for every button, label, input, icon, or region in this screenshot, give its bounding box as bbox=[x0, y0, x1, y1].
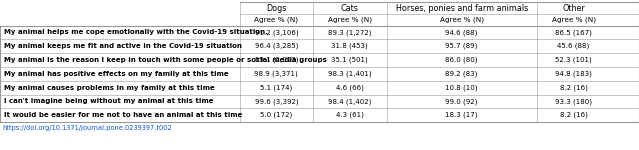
Text: Cats: Cats bbox=[341, 4, 358, 13]
Text: 5.1 (174): 5.1 (174) bbox=[260, 84, 293, 91]
Text: 4.6 (66): 4.6 (66) bbox=[336, 84, 364, 91]
Text: Agree % (N): Agree % (N) bbox=[551, 16, 596, 23]
Text: 59.1 (2,013): 59.1 (2,013) bbox=[254, 57, 298, 63]
Text: My animal keeps me fit and active in the Covid-19 situation: My animal keeps me fit and active in the… bbox=[4, 43, 242, 49]
Text: 99.0 (92): 99.0 (92) bbox=[445, 98, 478, 105]
Text: Agree % (N): Agree % (N) bbox=[254, 16, 298, 23]
Text: 95.7 (89): 95.7 (89) bbox=[445, 43, 478, 50]
Text: Other: Other bbox=[562, 4, 585, 13]
Text: 10.8 (10): 10.8 (10) bbox=[445, 84, 478, 91]
Text: 8.2 (16): 8.2 (16) bbox=[560, 84, 587, 91]
Text: I can't imagine being without my animal at this time: I can't imagine being without my animal … bbox=[4, 98, 213, 104]
Text: Horses, ponies and farm animals: Horses, ponies and farm animals bbox=[396, 4, 528, 13]
Text: Agree % (N): Agree % (N) bbox=[440, 16, 484, 23]
Text: My animal causes problems in my family at this time: My animal causes problems in my family a… bbox=[4, 85, 215, 91]
Text: 35.1 (501): 35.1 (501) bbox=[332, 57, 368, 63]
Text: 93.3 (180): 93.3 (180) bbox=[555, 98, 592, 105]
Text: 94.8 (183): 94.8 (183) bbox=[555, 70, 592, 77]
Text: Agree % (N): Agree % (N) bbox=[328, 16, 372, 23]
Text: 98.3 (1,401): 98.3 (1,401) bbox=[328, 70, 372, 77]
Text: 4.3 (61): 4.3 (61) bbox=[336, 112, 364, 119]
Text: 5.0 (172): 5.0 (172) bbox=[260, 112, 293, 119]
Text: 96.4 (3,285): 96.4 (3,285) bbox=[255, 43, 298, 50]
Text: 89.3 (1,272): 89.3 (1,272) bbox=[328, 29, 372, 36]
Text: https://doi.org/10.1371/journal.pone.0239397.t002: https://doi.org/10.1371/journal.pone.023… bbox=[2, 125, 172, 131]
Text: 45.6 (88): 45.6 (88) bbox=[557, 43, 590, 50]
Text: 98.9 (3,371): 98.9 (3,371) bbox=[254, 70, 298, 77]
Text: 98.4 (1,402): 98.4 (1,402) bbox=[328, 98, 371, 105]
Text: 94.6 (88): 94.6 (88) bbox=[445, 29, 478, 36]
Text: My animal helps me cope emotionally with the Covid-19 situation.: My animal helps me cope emotionally with… bbox=[4, 29, 268, 35]
Text: It would be easier for me not to have an animal at this time: It would be easier for me not to have an… bbox=[4, 112, 242, 118]
Text: 31.8 (453): 31.8 (453) bbox=[332, 43, 368, 50]
Text: My animal is the reason I keep in touch with some people or social media groups: My animal is the reason I keep in touch … bbox=[4, 57, 327, 63]
Text: 89.2 (83): 89.2 (83) bbox=[445, 70, 478, 77]
Text: 91.2 (3,106): 91.2 (3,106) bbox=[254, 29, 298, 36]
Text: Dogs: Dogs bbox=[266, 4, 286, 13]
Text: 18.3 (17): 18.3 (17) bbox=[445, 112, 478, 119]
Text: My animal has positive effects on my family at this time: My animal has positive effects on my fam… bbox=[4, 71, 229, 77]
Text: 99.6 (3,392): 99.6 (3,392) bbox=[254, 98, 298, 105]
Text: 86.5 (167): 86.5 (167) bbox=[555, 29, 592, 36]
Text: 86.0 (80): 86.0 (80) bbox=[445, 57, 478, 63]
Text: 8.2 (16): 8.2 (16) bbox=[560, 112, 587, 119]
Text: 52.3 (101): 52.3 (101) bbox=[555, 57, 592, 63]
